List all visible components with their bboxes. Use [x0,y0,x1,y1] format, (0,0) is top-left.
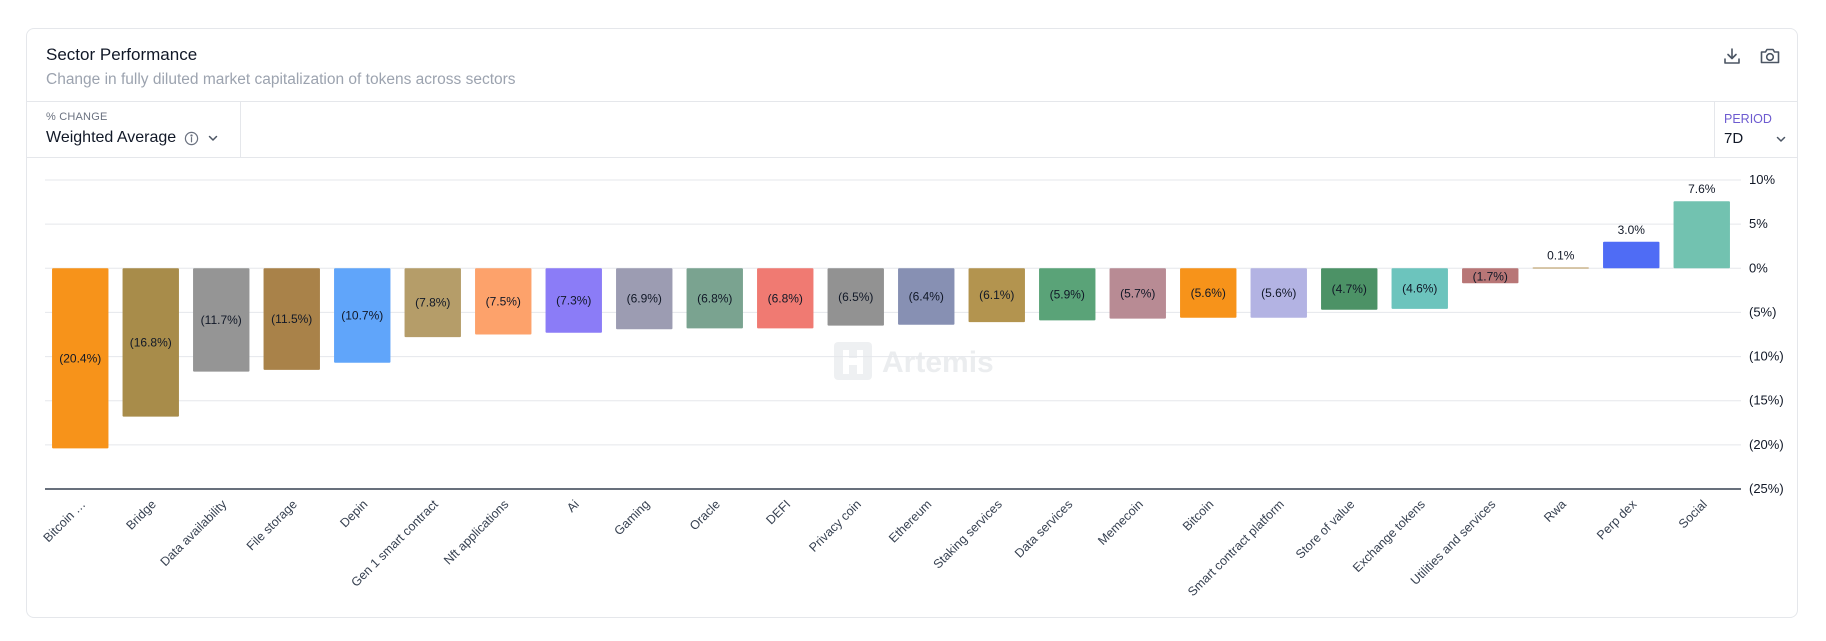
bar[interactable] [404,268,461,338]
metric-value-row: Weighted Average [46,129,219,147]
bar[interactable] [757,268,814,329]
x-tick-label: Bridge [123,497,158,532]
bar[interactable] [827,268,884,326]
watermark-logo-mark [843,350,863,374]
x-tick-label: Oracle [687,497,723,533]
x-tick-label: Bitcoin [1180,497,1216,533]
data-label: (7.5%) [486,294,521,308]
data-label: (20.4%) [59,351,101,365]
period-selector[interactable]: PERIOD 7D [1714,101,1797,157]
watermark-logo-icon [834,342,872,380]
bar[interactable] [263,268,320,370]
x-tick-label: Gaming [612,497,653,538]
bar[interactable] [475,268,532,335]
y-tick-label: 10% [1749,172,1775,187]
bar[interactable] [1250,268,1307,318]
watermark: Artemis [834,342,994,380]
download-icon[interactable] [1719,43,1745,69]
data-label: (5.9%) [1050,287,1085,301]
header-actions [1719,43,1783,69]
card-header: Sector Performance Change in fully dilut… [27,29,1797,102]
data-label: (10.7%) [341,309,383,323]
card-subtitle: Change in fully diluted market capitaliz… [46,71,516,88]
data-label: (1.7%) [1473,269,1508,283]
data-label: (11.7%) [201,313,242,327]
bar[interactable] [1180,268,1237,318]
bar[interactable] [334,268,391,363]
data-label: (6.1%) [979,288,1014,302]
x-tick-label: Ai [564,497,582,515]
bar[interactable] [1603,241,1660,269]
y-tick-label: (5%) [1749,304,1776,319]
metric-value: Weighted Average [46,129,177,146]
x-tick-label: Depin [337,497,370,530]
y-tick-label: (20%) [1749,437,1784,452]
info-icon[interactable] [184,131,199,146]
x-tick-label: Data services [1012,497,1075,560]
bar[interactable] [968,268,1025,323]
data-label: (5.6%) [1191,286,1226,300]
metric-selector[interactable]: % CHANGE Weighted Average [27,101,241,157]
watermark-text: Artemis [882,346,994,379]
bar[interactable] [1321,268,1378,310]
y-tick-label: (25%) [1749,481,1784,496]
bar[interactable] [1039,268,1096,321]
data-label: (6.5%) [838,290,873,304]
data-label: 0.1% [1547,248,1575,262]
bar[interactable] [898,268,955,325]
x-tick-label: Privacy coin [806,497,864,555]
bar[interactable] [1391,268,1448,309]
data-label: (6.9%) [627,292,662,306]
x-tick-label: Memecoin [1095,497,1146,548]
camera-icon[interactable] [1757,43,1783,69]
data-label: (11.5%) [271,312,312,326]
data-label: 7.6% [1688,182,1716,196]
bar[interactable] [545,268,602,333]
data-label: (16.8%) [130,335,172,349]
x-tick-label: Data availability [158,497,230,569]
y-tick-label: (10%) [1749,349,1784,364]
data-label: (6.8%) [768,291,803,305]
data-label: (7.8%) [415,296,450,310]
data-label: (4.7%) [1332,282,1367,296]
data-label: (5.6%) [1261,286,1296,300]
period-chevron-down-icon [1775,132,1787,150]
bar[interactable] [616,268,673,330]
bar[interactable] [1462,268,1519,284]
x-tick-label: Ethereum [886,497,934,545]
bar[interactable] [1673,201,1730,269]
x-tick-label: DEFI [763,497,793,527]
period-value: 7D [1724,130,1744,147]
x-tick-label: Exchange tokens [1350,497,1428,575]
x-tick-label: Staking services [931,497,1005,571]
bar[interactable] [52,268,109,449]
x-tick-label: File storage [244,497,300,553]
data-label: (6.8%) [697,291,732,305]
bar[interactable] [1109,268,1166,319]
x-tick-label: Rwa [1541,497,1569,525]
data-label: (5.7%) [1120,286,1155,300]
x-tick-label: Bitcoin … [41,497,89,545]
chevron-down-icon[interactable] [207,132,219,144]
bar[interactable] [686,268,743,329]
data-label: (7.3%) [556,294,591,308]
x-tick-label: Social [1676,497,1710,531]
metric-label: % CHANGE [46,111,108,123]
bar[interactable] [193,268,250,372]
x-tick-label: Nft applications [441,497,511,567]
bar[interactable] [1532,267,1589,269]
chart-controls: % CHANGE Weighted Average PERIOD 7D [27,101,1797,158]
data-label: (4.6%) [1402,282,1437,296]
y-tick-label: (15%) [1749,393,1784,408]
y-tick-label: 0% [1749,260,1768,275]
data-label: (6.4%) [909,290,944,304]
period-label: PERIOD [1724,112,1772,126]
y-tick-label: 5% [1749,216,1768,231]
bar[interactable] [122,268,179,417]
x-tick-label: Perp dex [1594,497,1640,543]
card-title: Sector Performance [46,45,198,64]
x-tick-label: Store of value [1293,497,1357,561]
data-label: 3.0% [1618,223,1646,237]
